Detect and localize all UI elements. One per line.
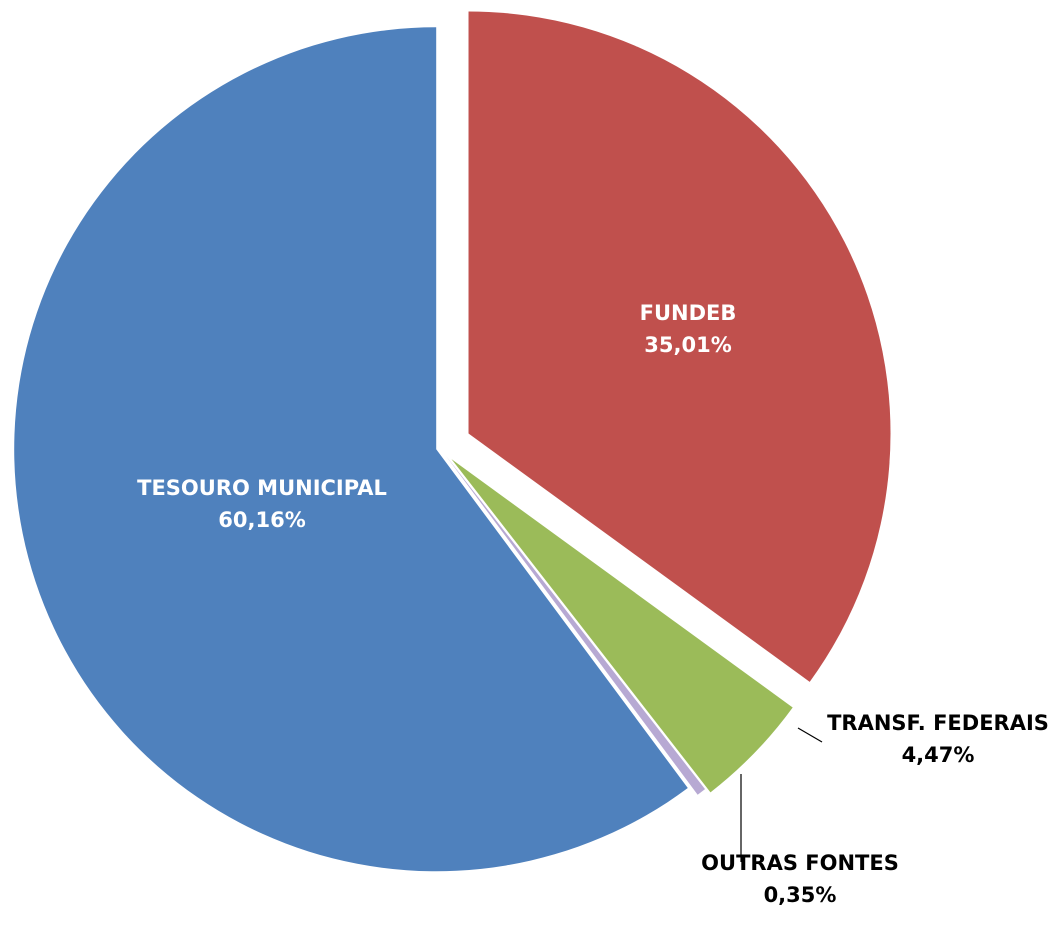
leader-line (797, 727, 823, 743)
slice-label: TESOURO MUNICIPAL (137, 476, 387, 500)
value-label: 60,16% (218, 508, 305, 532)
value-label: 0,35% (764, 883, 837, 907)
value-label: 35,01% (644, 333, 731, 357)
pie-slice (446, 455, 706, 795)
slice-label: FUNDEB (640, 301, 737, 325)
slice-label: OUTRAS FONTES (701, 851, 899, 875)
slice-label: TRANSF. FEDERAIS (827, 711, 1049, 735)
pie-slice (14, 27, 688, 872)
pie-slice (451, 459, 793, 793)
pie-slice (468, 11, 891, 682)
value-label: 4,47% (902, 743, 975, 767)
